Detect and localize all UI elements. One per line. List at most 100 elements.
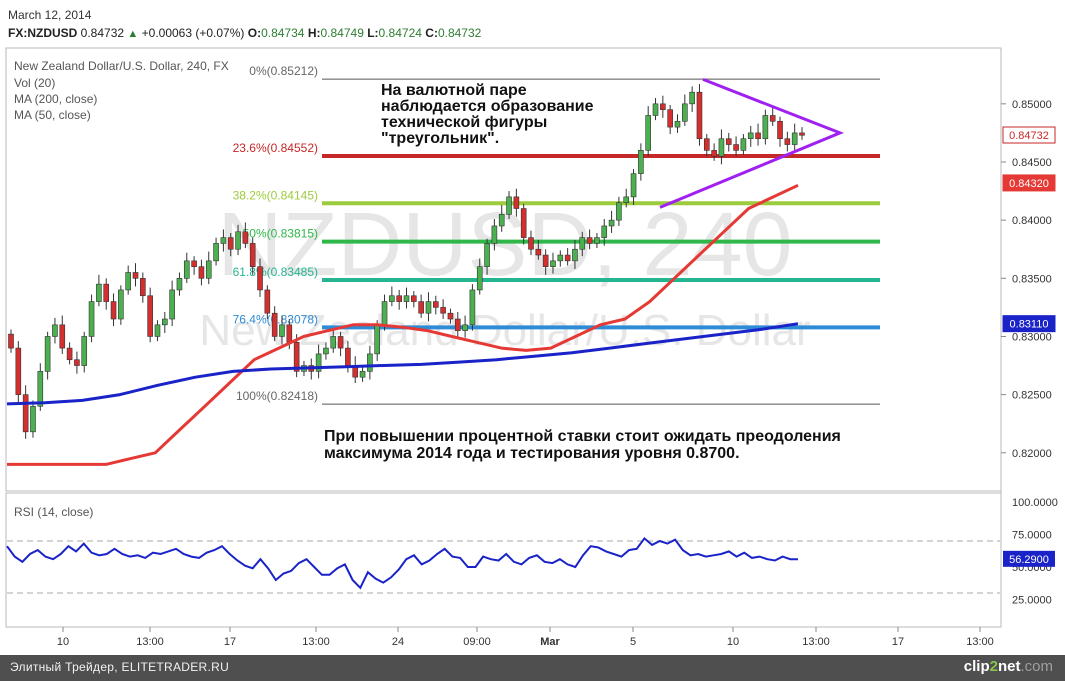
candle-body <box>227 237 234 250</box>
time-tick-label: Mar <box>540 636 560 648</box>
candle-body <box>454 318 461 331</box>
symbol[interactable]: FX:NZDUSD <box>8 26 78 40</box>
candle-body <box>81 336 88 366</box>
annotation-bottom: При повышении процентной ставки стоит ож… <box>324 428 841 462</box>
ticker-line: FX:NZDUSD 0.84732 ▲ +0.00063 (+0.07%) O:… <box>8 26 481 40</box>
price-badge-label: 0.83110 <box>1010 319 1049 331</box>
close-label: C: <box>425 26 438 40</box>
candle-body <box>432 301 439 308</box>
clip2net-logo[interactable]: clip2net.com <box>964 658 1053 675</box>
candle-body <box>315 353 322 372</box>
candle-body <box>513 196 520 209</box>
candle-body <box>183 260 190 279</box>
candle-body <box>37 371 44 407</box>
candle-body <box>440 307 446 314</box>
candle-body <box>638 150 644 174</box>
price-badge-label: 0.84732 <box>1009 130 1049 142</box>
candle-body <box>579 237 586 250</box>
candle-body <box>491 225 498 244</box>
candle-body <box>359 371 366 378</box>
candle-body <box>601 225 608 238</box>
rsi-tick-label: 75.0000 <box>1012 530 1052 542</box>
candle-body <box>345 347 351 366</box>
moving-averages <box>6 183 799 466</box>
price-badge <box>1002 174 1056 192</box>
ma200-line <box>6 322 799 406</box>
candle-body <box>645 115 651 151</box>
candle-body <box>557 254 564 262</box>
candle-body <box>594 237 600 244</box>
triangle-pattern <box>659 78 845 209</box>
candle-body <box>799 132 805 136</box>
fib-level-label: 0%(0.85212) <box>249 64 318 78</box>
candle-body <box>30 405 36 433</box>
high-label: H: <box>307 26 321 40</box>
candle-body <box>462 324 468 331</box>
rsi-value-badge <box>1003 550 1055 567</box>
price-chart[interactable]: NZDUSD, 240 New Zealand Dollar/U.S. Doll… <box>0 0 1065 655</box>
low-label: L: <box>367 26 379 40</box>
candle-body <box>279 324 285 337</box>
candle-body <box>740 138 747 151</box>
time-tick-label: 24 <box>392 636 404 648</box>
high-value: 0.84749 <box>320 26 364 40</box>
candle-body <box>140 278 146 297</box>
close-value: 0.84732 <box>437 26 482 40</box>
legend-title: New Zealand Dollar/U.S. Dollar, 240, FX <box>14 59 229 73</box>
time-tick-label: 13:00 <box>966 636 994 648</box>
candle-body <box>784 138 791 145</box>
candle-body <box>330 336 337 349</box>
candle-body <box>586 237 593 244</box>
candle-body <box>15 347 22 395</box>
candle-body <box>542 254 549 267</box>
price-badge <box>1002 126 1056 144</box>
candle-body <box>169 289 175 320</box>
candle-body <box>769 115 776 122</box>
up-arrow-icon: ▲ <box>127 28 139 40</box>
annotation-top-line: На валютной паре <box>381 82 527 99</box>
candle-body <box>125 272 131 291</box>
triangle-lines <box>659 78 845 209</box>
candle-body <box>381 301 388 326</box>
candle-body <box>59 324 66 349</box>
candle-body <box>564 254 571 262</box>
candle-body <box>118 289 124 320</box>
candle-body <box>550 260 556 267</box>
price-badge <box>1002 315 1056 333</box>
candle-body <box>147 295 153 337</box>
price-axis[interactable]: 0.85000 0.84500 0.84000 0.83500 0.83000 0.825… <box>1001 99 1052 460</box>
candle-body <box>257 266 263 291</box>
candle-body <box>667 109 673 128</box>
last-price: 0.84732 <box>80 26 125 40</box>
candle-body <box>286 324 293 343</box>
time-axis[interactable]: 10 13:00 17 13:00 24 09:00 Mar 5 10 13:00 17 13:00 <box>6 626 1001 648</box>
annotation-top: На валютной паре наблюдается образование… <box>381 82 594 147</box>
time-tick-label: 10 <box>57 636 69 648</box>
legend-ma50: MA (50, close) <box>14 108 91 122</box>
fib-level-label: 38.2%(0.84145) <box>233 188 318 202</box>
legend-vol: Vol (20) <box>14 76 55 90</box>
open-value: 0.84734 <box>261 26 305 40</box>
candle-body <box>367 353 373 372</box>
price-tick-label: 0.85000 <box>1012 99 1052 111</box>
candle-body <box>725 138 732 145</box>
candle-body <box>498 214 505 227</box>
candle-body <box>682 103 688 122</box>
price-tick-label: 0.83000 <box>1012 331 1052 343</box>
candle-body <box>711 150 717 157</box>
annotation-top-line: наблюдается образование <box>381 98 594 115</box>
candle-body <box>791 132 798 145</box>
watermark-name: New Zealand Dollar/U.S. Dollar <box>199 306 810 355</box>
rsi-value-label: 56.2900 <box>1009 554 1049 566</box>
fib-level-label: 61.8%(0.83485) <box>233 265 318 279</box>
time-tick-label: 5 <box>630 636 636 648</box>
price-tick-label: 0.82500 <box>1012 390 1052 402</box>
annotation-top-line: технической фигуры <box>381 114 547 131</box>
time-tick-label: 09:00 <box>463 636 491 648</box>
candle-body <box>747 132 754 140</box>
annotation-bottom-line: максимума 2014 года и тестирования уровн… <box>324 445 740 462</box>
candle-body <box>652 103 659 116</box>
candle-body <box>66 347 73 361</box>
time-tick-label: 17 <box>892 636 904 648</box>
candle-body <box>696 91 703 140</box>
